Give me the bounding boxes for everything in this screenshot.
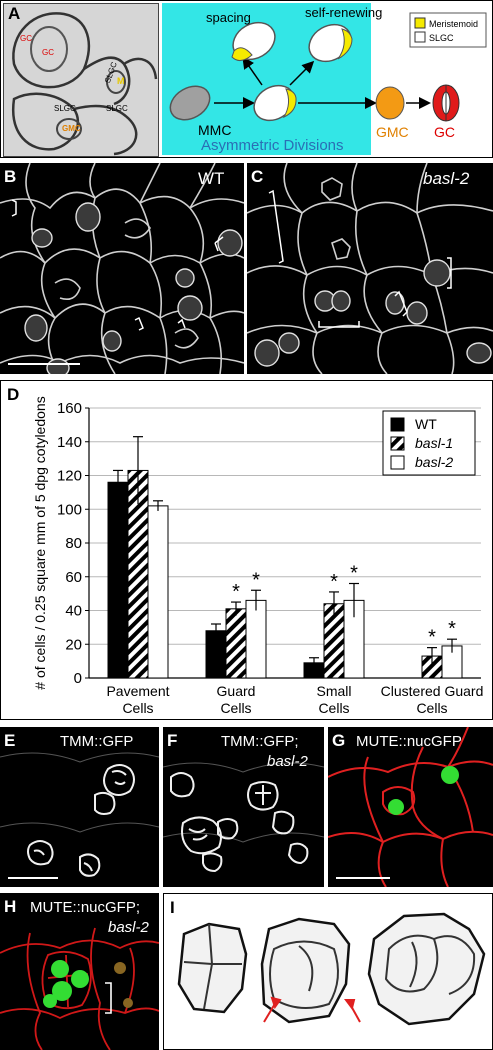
panel-c: C basl-2 [247, 163, 493, 374]
panel-a-letter: A [8, 4, 21, 23]
panel-h-title-2: basl-2 [108, 919, 149, 936]
panel-c-title: basl-2 [423, 169, 470, 188]
y-tick-label-60: 60 [65, 569, 82, 586]
label-gmc: GMC [62, 124, 81, 133]
gmc-cell [375, 86, 405, 120]
legend-swatch-basl-2 [390, 455, 405, 470]
panel-d: D 0 20 40 60 80 100 120 140 160 # of cells / 0.25… [0, 380, 493, 720]
legend-label-basl-1: basl-1 [415, 435, 453, 451]
guard-cell-pair [432, 84, 460, 122]
cell-count-chart: 0 20 40 60 80 100 120 140 160 # of cells / 0.25 s… [32, 396, 483, 716]
bar-basl-2-1 [245, 599, 267, 679]
bar-WT-0 [107, 481, 129, 679]
y-tick-label-100: 100 [57, 501, 82, 518]
chart-bars [107, 436, 463, 679]
legend-swatch-basl-1 [390, 436, 405, 451]
mmc-cell [169, 85, 211, 121]
panel-f-title-1: TMM::GFP; [221, 733, 299, 750]
legend-label-basl-2: basl-2 [415, 454, 453, 470]
legend-slgc: SLGC [429, 33, 454, 43]
category-label-3: Clustered Guard [381, 683, 484, 699]
panel-h-title-1: MUTE::nucGFP; [30, 899, 141, 916]
panel-c-letter: C [251, 167, 264, 186]
label-slgc-2: SLGC [54, 104, 76, 113]
label-mmc: MMC [198, 122, 231, 138]
panel-a-micrograph: A GC GC SLGC M SLGC SLGC GMC [3, 3, 159, 157]
category-label-0: Pavement [106, 683, 169, 699]
chart-legend: WT basl-1 basl-2 [382, 410, 476, 476]
y-tick-label-80: 80 [65, 535, 82, 552]
panel-g-micrograph [328, 727, 493, 887]
category-label-1: Cells [220, 700, 251, 716]
panel-b: B WT [0, 163, 244, 374]
y-tick-label-40: 40 [65, 603, 82, 620]
panel-b-title: WT [198, 169, 225, 188]
y-tick-label-140: 140 [57, 434, 82, 451]
lineage-diagram: Meristemoid SLGC spacing self-renewing M… [169, 5, 487, 154]
panel-a-diagram: Meristemoid SLGC spacing self-renewing M… [162, 3, 490, 155]
panel-e-title: TMM::GFP [60, 733, 134, 750]
panel-e-letter: E [4, 731, 16, 750]
y-tick-label-0: 0 [74, 670, 82, 687]
panel-e: E TMM::GFP [0, 727, 159, 887]
panel-h: H MUTE::nucGFP; basl-2 [0, 893, 159, 1050]
legend-swatch-WT [390, 417, 405, 432]
y-tick-label-160: 160 [57, 400, 82, 417]
significance-basl-2-3: * [448, 618, 456, 640]
label-gmc-diagram: GMC [376, 124, 409, 140]
label-spacing: spacing [206, 10, 251, 25]
label-slgc-3: SLGC [106, 104, 128, 113]
panel-a: A GC GC SLGC M SLGC SLGC GMC [0, 0, 493, 158]
panel-i: I [163, 893, 493, 1050]
significance-basl-2-2: * [350, 563, 358, 585]
label-m: M [117, 76, 125, 86]
panel-f: F TMM::GFP; basl-2 [163, 727, 324, 887]
panel-g-letter: G [332, 731, 346, 750]
chart-labels: 0 20 40 60 80 100 120 140 160 # of cells / 0.25 s… [32, 396, 483, 716]
significance-basl-1-3: * [428, 627, 436, 649]
panel-b-micrograph [0, 163, 244, 374]
legend-meristemoid: Meristemoid [429, 19, 478, 29]
panel-g: G MUTE::nucGFP [328, 727, 493, 887]
panel-h-micrograph [0, 927, 159, 1050]
panel-d-letter: D [7, 385, 20, 404]
bar-basl-2-0 [147, 505, 169, 679]
bar-basl-1-1 [225, 608, 247, 679]
bar-WT-1 [205, 630, 227, 679]
panel-e-micrograph [0, 752, 159, 879]
category-label-2: Cells [318, 700, 349, 716]
panel-f-title-2: basl-2 [267, 753, 308, 770]
y-tick-label-20: 20 [65, 636, 82, 653]
panel-i-letter: I [170, 898, 175, 917]
panel-f-micrograph [163, 762, 324, 873]
label-gc-2: GC [42, 48, 54, 57]
label-gc-diagram: GC [434, 124, 455, 140]
category-label-2: Small [316, 683, 351, 699]
y-axis-label: # of cells / 0.25 square mm of 5 dpg cot… [32, 396, 48, 689]
significance-basl-1-1: * [232, 581, 240, 603]
panel-i-renderings [177, 912, 486, 1026]
y-tick-label-120: 120 [57, 468, 82, 485]
category-label-3: Cells [416, 700, 447, 716]
significance-basl-1-2: * [330, 571, 338, 593]
category-label-0: Cells [122, 700, 153, 716]
panel-a-cell-outlines [11, 12, 158, 156]
label-asymmetric-divisions: Asymmetric Divisions [201, 137, 344, 154]
panel-f-letter: F [167, 731, 178, 750]
panel-c-micrograph [247, 163, 493, 374]
significance-basl-2-1: * [252, 569, 260, 591]
label-self-renewing: self-renewing [305, 5, 382, 20]
panel-g-title: MUTE::nucGFP [356, 733, 462, 750]
category-label-1: Guard [217, 683, 256, 699]
legend-label-WT: WT [415, 416, 437, 432]
panel-h-letter: H [4, 897, 17, 916]
panel-b-letter: B [4, 167, 17, 186]
label-gc-1: GC [20, 34, 32, 43]
